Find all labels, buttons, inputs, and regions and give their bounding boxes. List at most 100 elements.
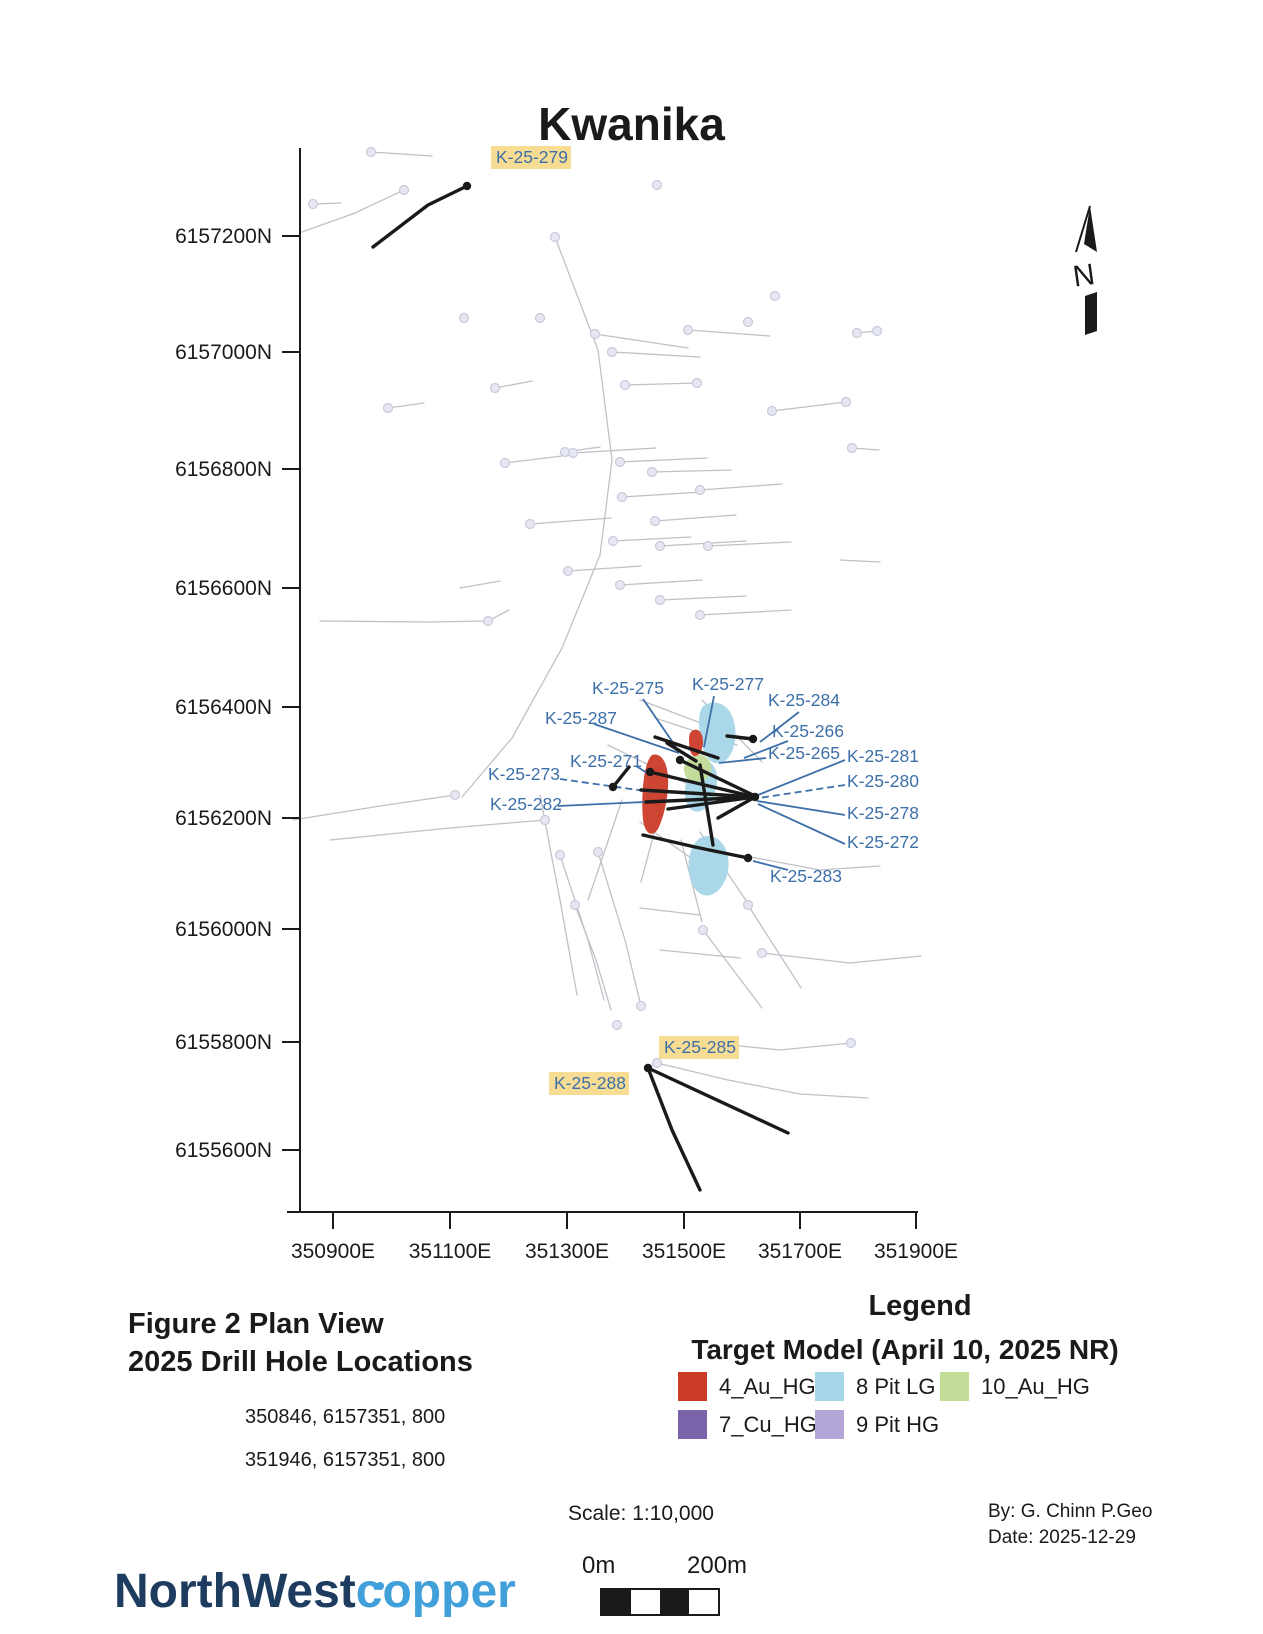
hole-label: K-25-272	[847, 832, 919, 852]
historic-collar-dot	[382, 402, 394, 414]
scale-bar-segment	[660, 1590, 689, 1614]
historic-drill-trace	[659, 540, 747, 547]
historic-drill-trace	[461, 236, 613, 798]
figure-coord-1: 350846, 6157351, 800	[245, 1406, 446, 1428]
historic-drill-trace	[587, 799, 623, 901]
y-axis-tick-label: 6156600N	[175, 577, 272, 600]
y-axis-tick-label: 6156800N	[175, 458, 272, 481]
credits-by: By: G. Chinn P.Geo	[988, 1501, 1153, 1522]
historic-drill-trace	[654, 514, 737, 522]
historic-drill-trace	[292, 794, 456, 821]
historic-drill-trace	[656, 1062, 869, 1099]
label-leader-line	[756, 800, 846, 816]
scale-bar-segment	[689, 1590, 718, 1614]
hole-label: K-25-280	[847, 771, 919, 791]
legend-title: Legend	[868, 1290, 972, 1322]
legend-item-label: 10_Au_HG	[981, 1373, 1090, 1399]
y-axis-tick-label: 6155600N	[175, 1139, 272, 1162]
scale-bar	[600, 1588, 720, 1616]
historic-drill-trace	[611, 351, 701, 358]
historic-collar-dot	[559, 446, 571, 458]
hole-label: K-25-273	[488, 764, 560, 784]
hole-label: K-25-285	[664, 1037, 736, 1057]
historic-collar-dot	[756, 947, 768, 959]
historic-collar-dot	[697, 924, 709, 936]
historic-collar-dot	[589, 328, 601, 340]
page-title: Kwanika	[538, 97, 725, 150]
legend-swatch	[815, 1410, 844, 1439]
y-axis-tick-label: 6157200N	[175, 225, 272, 248]
hole-label-highlight	[659, 1036, 739, 1059]
historic-drill-trace	[301, 189, 405, 233]
scalebar-end-label: 200m	[687, 1552, 748, 1579]
collar-dot-2025	[462, 181, 472, 191]
historic-collar-dot	[654, 594, 666, 606]
hole-label: K-25-287	[545, 708, 617, 728]
historic-collar-dot	[846, 442, 858, 454]
historic-collar-dot	[742, 899, 754, 911]
historic-collar-dot	[606, 346, 618, 358]
label-leader-line	[593, 723, 680, 754]
drill-trace-2025	[665, 741, 698, 763]
historic-collar-dot	[702, 540, 714, 552]
historic-drill-trace	[707, 541, 792, 547]
historic-collar-dot	[569, 899, 581, 911]
hole-label: K-25-271	[570, 751, 642, 771]
historic-collar-dot	[742, 316, 754, 328]
historic-collar-dot	[592, 846, 604, 858]
figure-title-line1: Figure 2 Plan View	[128, 1308, 384, 1340]
historic-collar-dot	[649, 515, 661, 527]
historic-collar-dot	[614, 579, 626, 591]
historic-collar-dot	[539, 814, 551, 826]
historic-drill-trace	[739, 854, 881, 871]
historic-collar-dot	[554, 849, 566, 861]
historic-collar-dot	[534, 312, 546, 324]
hole-label: K-25-275	[592, 678, 664, 698]
hole-label: K-25-281	[847, 746, 919, 766]
historic-drill-trace	[572, 447, 657, 454]
hole-label: K-25-279	[496, 147, 568, 167]
drill-trace-2025	[725, 734, 755, 741]
legend-swatch	[940, 1372, 969, 1401]
historic-collar-dot	[619, 379, 631, 391]
historic-collar-dot	[691, 377, 703, 389]
figure-coord-2: 351946, 6157351, 800	[245, 1449, 446, 1471]
target-shape-4-au-hg	[642, 754, 669, 834]
x-axis-tick-label: 351900E	[874, 1240, 958, 1263]
label-leader-line	[642, 698, 677, 748]
historic-collar-dot	[611, 1019, 623, 1031]
historic-drill-trace	[699, 483, 783, 491]
historic-drill-trace	[687, 329, 771, 337]
historic-collar-dot	[562, 565, 574, 577]
label-leader-line	[757, 759, 846, 796]
historic-collar-dot	[365, 146, 377, 158]
north-arrow-head	[1084, 206, 1097, 252]
historic-collar-dot	[307, 198, 319, 210]
historic-drill-trace	[387, 402, 425, 409]
historic-collar-dot	[635, 1000, 647, 1012]
historic-collar-dot	[616, 491, 628, 503]
collar-dot-2025	[608, 782, 618, 792]
legend-subtitle: Target Model (April 10, 2025 NR)	[691, 1334, 1119, 1365]
historic-collar-dot	[458, 312, 470, 324]
logo-text-light: copper	[355, 1565, 516, 1618]
legend-item: 8 Pit LG	[815, 1372, 935, 1401]
hole-label: K-25-277	[692, 674, 764, 694]
label-leader-line	[758, 784, 846, 799]
drill-trace-2025	[371, 184, 469, 249]
legend-item-label: 8 Pit LG	[856, 1373, 936, 1399]
historic-drill-trace	[761, 952, 922, 964]
historic-collar-dot	[482, 615, 494, 627]
drill-trace-2025	[646, 1066, 790, 1135]
drill-trace-2025	[646, 1066, 702, 1192]
figure-title-line2: 2025 Drill Hole Locations	[128, 1346, 473, 1378]
y-axis-tick-label: 6155800N	[175, 1031, 272, 1054]
historic-drill-trace	[319, 620, 489, 623]
collar-dot-2025	[750, 792, 760, 802]
historic-collar-dot	[651, 179, 663, 191]
label-leader-line	[759, 711, 800, 743]
target-shape-8-pit-lg	[688, 836, 729, 896]
drill-trace-2025	[716, 795, 757, 820]
